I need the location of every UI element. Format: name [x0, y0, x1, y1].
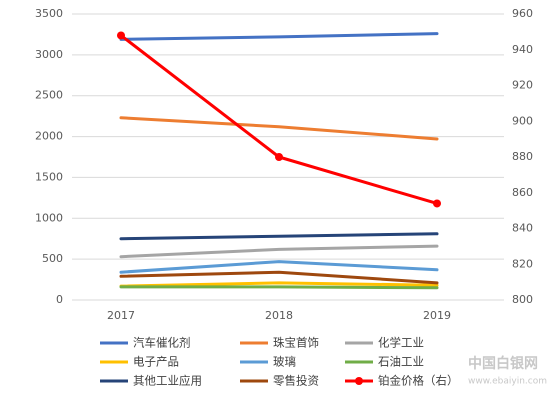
- y-tick-label: 2500: [35, 89, 63, 102]
- legend-label: 铂金价格（右）: [378, 374, 459, 388]
- y2-tick-label: 940: [512, 43, 533, 56]
- y-tick-label: 3500: [35, 7, 63, 20]
- series-line: [119, 281, 439, 288]
- legend-label: 零售投资: [273, 374, 319, 388]
- y-tick-label: 2000: [35, 130, 63, 143]
- legend-label: 电子产品: [133, 355, 179, 369]
- y-tick-label: 3000: [35, 48, 63, 61]
- point: [117, 31, 125, 40]
- watermark-url: www.ebaiyin.com: [468, 377, 547, 387]
- series-line: [119, 32, 439, 41]
- y-tick-label: 1500: [35, 170, 63, 183]
- legend-label: 化学工业: [378, 336, 424, 350]
- legend-label: 其他工业应用: [133, 374, 202, 388]
- y2-tick-label: 880: [512, 150, 533, 163]
- y2-tick-label: 920: [512, 79, 533, 92]
- series-line: [119, 244, 439, 259]
- x-tick-label: 2019: [423, 309, 451, 322]
- legend-label: 玻璃: [273, 355, 296, 369]
- series-line: [119, 285, 439, 290]
- y-tick-label: 1000: [35, 211, 63, 224]
- series-line: [119, 260, 439, 274]
- series-line: [119, 270, 439, 285]
- y2-tick-label: 820: [512, 257, 533, 270]
- y2-tick-label: 900: [512, 114, 533, 127]
- series-line: [119, 232, 439, 241]
- x-tick-label: 2017: [107, 309, 135, 322]
- legend-marker: [355, 377, 363, 385]
- y2-tick-label: 840: [512, 222, 533, 235]
- point: [275, 153, 283, 161]
- point: [433, 199, 441, 208]
- x-tick-label: 2018: [265, 309, 293, 322]
- y-tick-label: 0: [56, 293, 63, 306]
- legend-label: 石油工业: [378, 355, 424, 369]
- y2-tick-label: 960: [512, 7, 533, 20]
- legend-label: 汽车催化剂: [133, 336, 191, 350]
- y2-tick-label: 860: [512, 186, 533, 199]
- watermark: 中国白银网: [468, 355, 538, 372]
- series-line: [119, 116, 439, 141]
- y-tick-label: 500: [42, 252, 63, 265]
- y2-tick-label: 800: [512, 293, 533, 306]
- legend-label: 珠宝首饰: [273, 336, 319, 350]
